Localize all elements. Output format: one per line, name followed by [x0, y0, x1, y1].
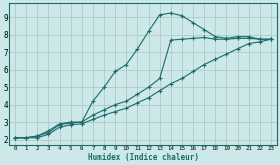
- X-axis label: Humidex (Indice chaleur): Humidex (Indice chaleur): [88, 152, 199, 162]
